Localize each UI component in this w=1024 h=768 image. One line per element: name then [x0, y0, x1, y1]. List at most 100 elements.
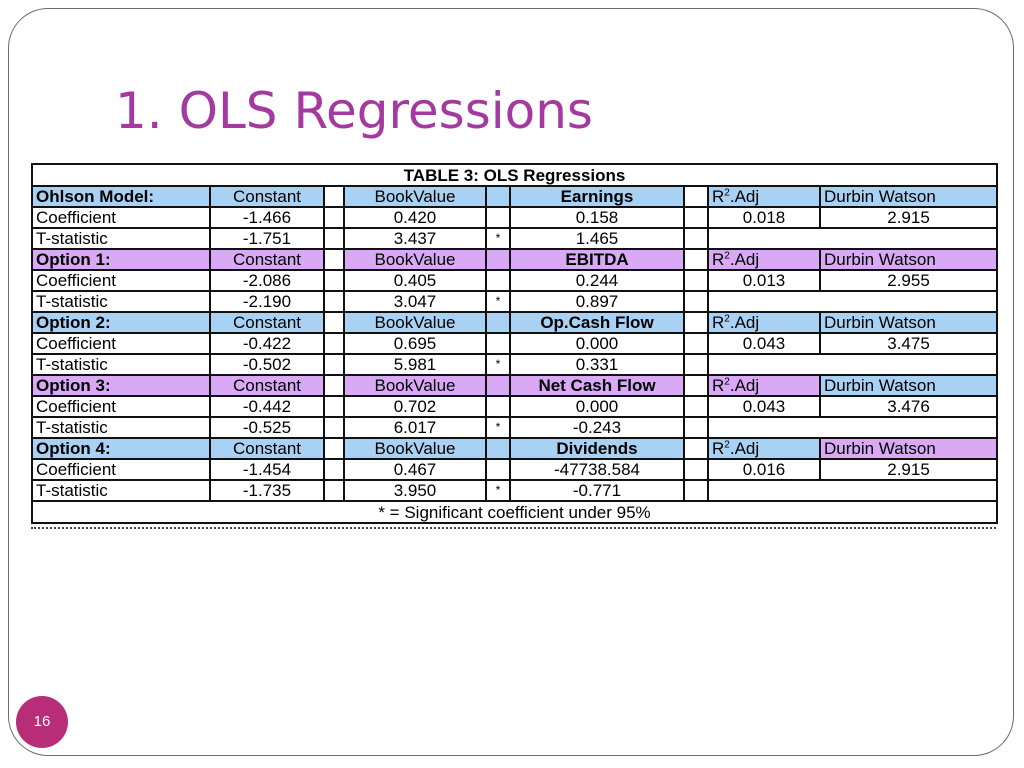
gap-cell [683, 353, 709, 376]
t-constant: -0.502 [209, 353, 325, 376]
header-durbin-watson: Durbin Watson [818, 374, 998, 397]
t-bookvalue: 5.981 [343, 353, 487, 376]
gap-cell [683, 311, 709, 334]
coef-variable: 0.158 [509, 206, 685, 229]
gap-cell [683, 185, 709, 208]
page-number-badge: 16 [16, 696, 68, 748]
row-label-t-statistic: T-statistic [31, 290, 211, 313]
row-label-coefficient: Coefficient [31, 458, 211, 481]
header-variable: Earnings [509, 185, 685, 208]
header-r2-adj: R2.Adj [707, 248, 821, 271]
coef-bookvalue: 0.405 [343, 269, 487, 292]
gap-cell [485, 374, 511, 397]
gap-cell [485, 395, 511, 418]
r2-superscript: 2 [724, 250, 730, 262]
coef-bookvalue: 0.695 [343, 332, 487, 355]
r2-superscript: 2 [724, 439, 730, 451]
row-label-coefficient: Coefficient [31, 206, 211, 229]
gap-cell [323, 290, 345, 313]
coef-variable: 0.000 [509, 332, 685, 355]
block-header-row: Option 2: Constant BookValue Op.Cash Flow R2… [31, 311, 998, 334]
gap-cell [485, 458, 511, 481]
r2-adj-value: 0.043 [707, 395, 821, 418]
r2-adj-value: 0.013 [707, 269, 821, 292]
gap-cell [683, 290, 709, 313]
r2-suffix: .Adj [729, 439, 760, 458]
gap-cell [323, 206, 345, 229]
gap-cell [323, 395, 345, 418]
model-name: Ohlson Model: [31, 185, 211, 208]
t-bookvalue: 6.017 [343, 416, 487, 439]
block-header-row: Option 3: Constant BookValue Net Cash Flow R… [31, 374, 998, 397]
r2-suffix: .Adj [729, 187, 760, 206]
gap-cell [683, 374, 709, 397]
t-bookvalue: 3.950 [343, 479, 487, 502]
gap-cell [485, 311, 511, 334]
gap-cell [683, 458, 709, 481]
coef-constant: -1.466 [209, 206, 325, 229]
gap-cell [485, 437, 511, 460]
header-r2-adj: R2.Adj [707, 374, 821, 397]
gap-cell [683, 437, 709, 460]
header-variable: Net Cash Flow [509, 374, 685, 397]
header-durbin-watson: Durbin Watson [818, 248, 998, 271]
header-constant: Constant [209, 248, 325, 271]
header-durbin-watson: Durbin Watson [818, 185, 998, 208]
t-statistic-row: T-statistic -0.525 6.017 * -0.243 [31, 416, 998, 439]
durbin-watson-value: 2.915 [818, 206, 998, 229]
r2-adj-value: 0.016 [707, 458, 821, 481]
coefficient-row: Coefficient -0.442 0.702 0.000 0.043 3.476 [31, 395, 998, 418]
t-statistic-row: T-statistic -2.190 3.047 * 0.897 [31, 290, 998, 313]
durbin-watson-value: 2.955 [818, 269, 998, 292]
t-bookvalue: 3.437 [343, 227, 487, 250]
gap-cell [323, 458, 345, 481]
gap-cell [683, 227, 709, 250]
t-constant: -2.190 [209, 290, 325, 313]
empty-cell [706, 290, 998, 313]
gap-cell [323, 185, 345, 208]
gap-cell [323, 311, 345, 334]
empty-cell [706, 416, 998, 439]
header-r2-adj: R2.Adj [707, 311, 821, 334]
r2-superscript: 2 [724, 313, 730, 325]
row-label-t-statistic: T-statistic [31, 416, 211, 439]
table-image-region: TABLE 3: OLS Regressions Ohlson Model: Co… [31, 163, 998, 538]
empty-cell [706, 227, 998, 250]
header-bookvalue: BookValue [343, 374, 487, 397]
header-constant: Constant [209, 311, 325, 334]
coef-bookvalue: 0.420 [343, 206, 487, 229]
r2-superscript: 2 [724, 187, 730, 199]
r2-superscript: 2 [724, 376, 730, 388]
coefficient-row: Coefficient -1.454 0.467 -47738.584 0.016 2.9… [31, 458, 998, 481]
model-name: Option 4: [31, 437, 211, 460]
header-bookvalue: BookValue [343, 185, 487, 208]
r2-letter: R [712, 439, 725, 458]
gap-cell [323, 248, 345, 271]
r2-adj-value: 0.043 [707, 332, 821, 355]
significance-star: * [485, 290, 511, 313]
header-constant: Constant [209, 374, 325, 397]
significance-star: * [485, 227, 511, 250]
gap-cell [683, 248, 709, 271]
empty-cell [706, 353, 998, 376]
t-variable: 1.465 [509, 227, 685, 250]
header-durbin-watson: Durbin Watson [818, 437, 998, 460]
coef-constant: -0.422 [209, 332, 325, 355]
significance-star: * [485, 353, 511, 376]
coef-constant: -2.086 [209, 269, 325, 292]
durbin-watson-value: 2.915 [818, 458, 998, 481]
t-statistic-row: T-statistic -1.751 3.437 * 1.465 [31, 227, 998, 250]
t-statistic-row: T-statistic -1.735 3.950 * -0.771 [31, 479, 998, 502]
r2-suffix: .Adj [729, 250, 760, 269]
t-variable: -0.771 [509, 479, 685, 502]
coef-bookvalue: 0.467 [343, 458, 487, 481]
r2-letter: R [712, 313, 725, 332]
header-bookvalue: BookValue [343, 248, 487, 271]
header-bookvalue: BookValue [343, 437, 487, 460]
gap-cell [683, 269, 709, 292]
t-variable: 0.897 [509, 290, 685, 313]
model-name: Option 1: [31, 248, 211, 271]
row-label-coefficient: Coefficient [31, 332, 211, 355]
block-header-row: Option 1: Constant BookValue EBITDA R2.Adj Du… [31, 248, 998, 271]
t-variable: -0.243 [509, 416, 685, 439]
